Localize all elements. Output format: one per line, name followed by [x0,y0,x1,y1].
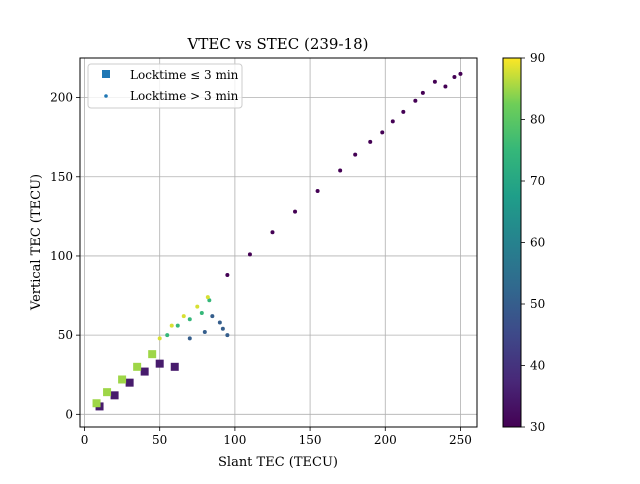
grid-lines [80,58,477,427]
data-point-square [140,367,149,376]
legend: Locktime ≤ 3 min Locktime > 3 min [87,63,243,109]
data-point [199,310,204,315]
legend-box [87,63,243,109]
legend-square-marker [102,70,110,78]
y-tick-label: 200 [50,91,73,105]
plot-frame [79,57,478,428]
data-point-square [133,362,142,371]
x-tick-label: 200 [374,433,397,447]
data-point [210,314,215,319]
y-tick-label: 100 [50,249,73,263]
legend-label-short-lock: Locktime ≤ 3 min [130,68,239,82]
x-tick-label: 250 [449,433,472,447]
data-point [225,272,230,277]
x-tick-label: 0 [81,433,89,447]
colorbar: 30 40 50 60 70 80 90 [502,51,545,434]
data-point [181,314,186,319]
x-tick-label: 50 [152,433,167,447]
data-point-square [148,350,157,359]
data-point [225,333,230,338]
x-tick-label: 100 [223,433,246,447]
x-axis-label: Slant TEC (TECU) [218,455,338,470]
y-tick-label: 150 [50,170,73,184]
x-axis-ticks: 0 50 100 150 200 250 [81,427,472,447]
data-point [217,320,222,325]
data-point [157,336,162,341]
data-point [390,119,395,124]
data-point [270,230,275,235]
legend-dot-marker [104,94,108,98]
data-point [220,326,225,331]
data-point [205,295,210,300]
colorbar-tick-label: 60 [530,236,545,250]
data-point-square [92,399,101,408]
legend-label-long-lock: Locktime > 3 min [130,89,239,103]
data-point [443,84,448,89]
colorbar-tick-label: 70 [530,174,545,188]
data-point [413,98,418,103]
y-axis-label: Vertical TEC (TECU) [29,174,44,311]
data-point [187,317,192,322]
data-point [432,79,437,84]
y-tick-label: 50 [58,328,73,342]
data-point [195,304,200,309]
data-point-square [155,359,164,368]
x-tick-label: 150 [299,433,322,447]
data-point [293,209,298,214]
data-point [338,168,343,173]
y-tick-label: 0 [65,407,73,421]
data-point [420,90,425,95]
data-point-square [118,375,127,384]
colorbar-tick-label: 30 [530,420,545,434]
data-point [175,323,180,328]
data-point [169,323,174,328]
data-point [247,252,252,257]
data-point [380,130,385,135]
data-points [92,71,463,411]
colorbar-tick-label: 50 [530,297,545,311]
data-point-square [103,388,112,397]
data-point [207,298,212,303]
data-point-square [110,391,119,400]
colorbar-tick-label: 40 [530,359,545,373]
data-point [452,75,457,80]
data-point [401,109,406,114]
colorbar-tick-label: 80 [530,113,545,127]
data-point [187,336,192,341]
chart-title: VTEC vs STEC (239-18) [187,35,369,53]
data-point [353,152,358,157]
data-point-square [170,362,179,371]
data-point [165,333,170,338]
y-axis-ticks: 0 50 100 150 200 [50,91,80,421]
data-point [368,139,373,144]
data-point-square [125,378,134,387]
data-point [458,71,463,76]
data-point [202,329,207,334]
data-point [315,189,320,194]
colorbar-ticks: 30 40 50 60 70 80 90 [521,51,545,434]
colorbar-tick-label: 90 [530,51,545,65]
colorbar-gradient [502,57,522,428]
